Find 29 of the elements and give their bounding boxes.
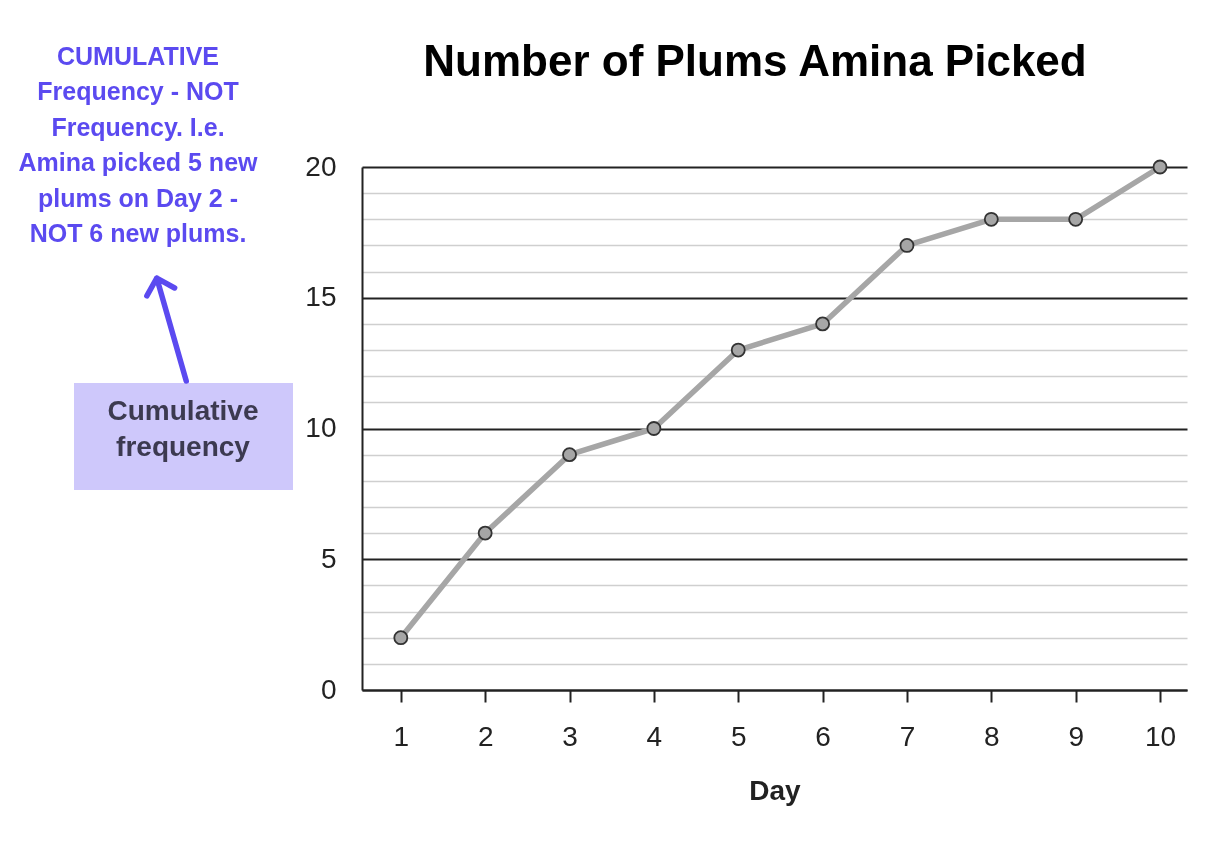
x-tick-label: 9 xyxy=(1068,720,1084,752)
y-tick-label: 0 xyxy=(320,673,337,705)
x-axis-title: Day xyxy=(749,774,802,806)
x-tick-label: 5 xyxy=(730,720,747,752)
chart-title: Number of Plums Amina Picked xyxy=(423,36,1087,85)
point xyxy=(899,238,915,253)
x-tick-label: 4 xyxy=(646,720,663,752)
y-tick-label: 15 xyxy=(305,281,337,313)
x-tick-label: 3 xyxy=(562,720,578,752)
point xyxy=(730,342,746,358)
point xyxy=(983,211,999,227)
point xyxy=(562,447,577,463)
y-tick-label: 20 xyxy=(305,150,337,182)
x-tick-label: 8 xyxy=(984,720,1000,752)
point xyxy=(393,630,409,646)
text: CUMULATIVE Frequency - NOT Frequency. I.e. Amina picked 5 new plums on Day 2 - NOT 6 new plums. xyxy=(18,42,259,247)
point xyxy=(815,316,831,332)
y-axis-title: Cumulative frequency xyxy=(107,395,259,462)
x-tick-label: 6 xyxy=(815,720,831,752)
x-tick-label: 10 xyxy=(1144,720,1177,752)
point xyxy=(1152,159,1168,175)
x-tick-label: 7 xyxy=(899,720,916,752)
y-tick-label: 10 xyxy=(305,412,337,443)
point xyxy=(477,525,493,541)
point xyxy=(646,421,662,436)
x-tick-label: 2 xyxy=(477,720,494,752)
point xyxy=(1068,211,1084,227)
y-tick-label: 5 xyxy=(320,542,337,574)
x-tick-label: 1 xyxy=(393,720,410,752)
